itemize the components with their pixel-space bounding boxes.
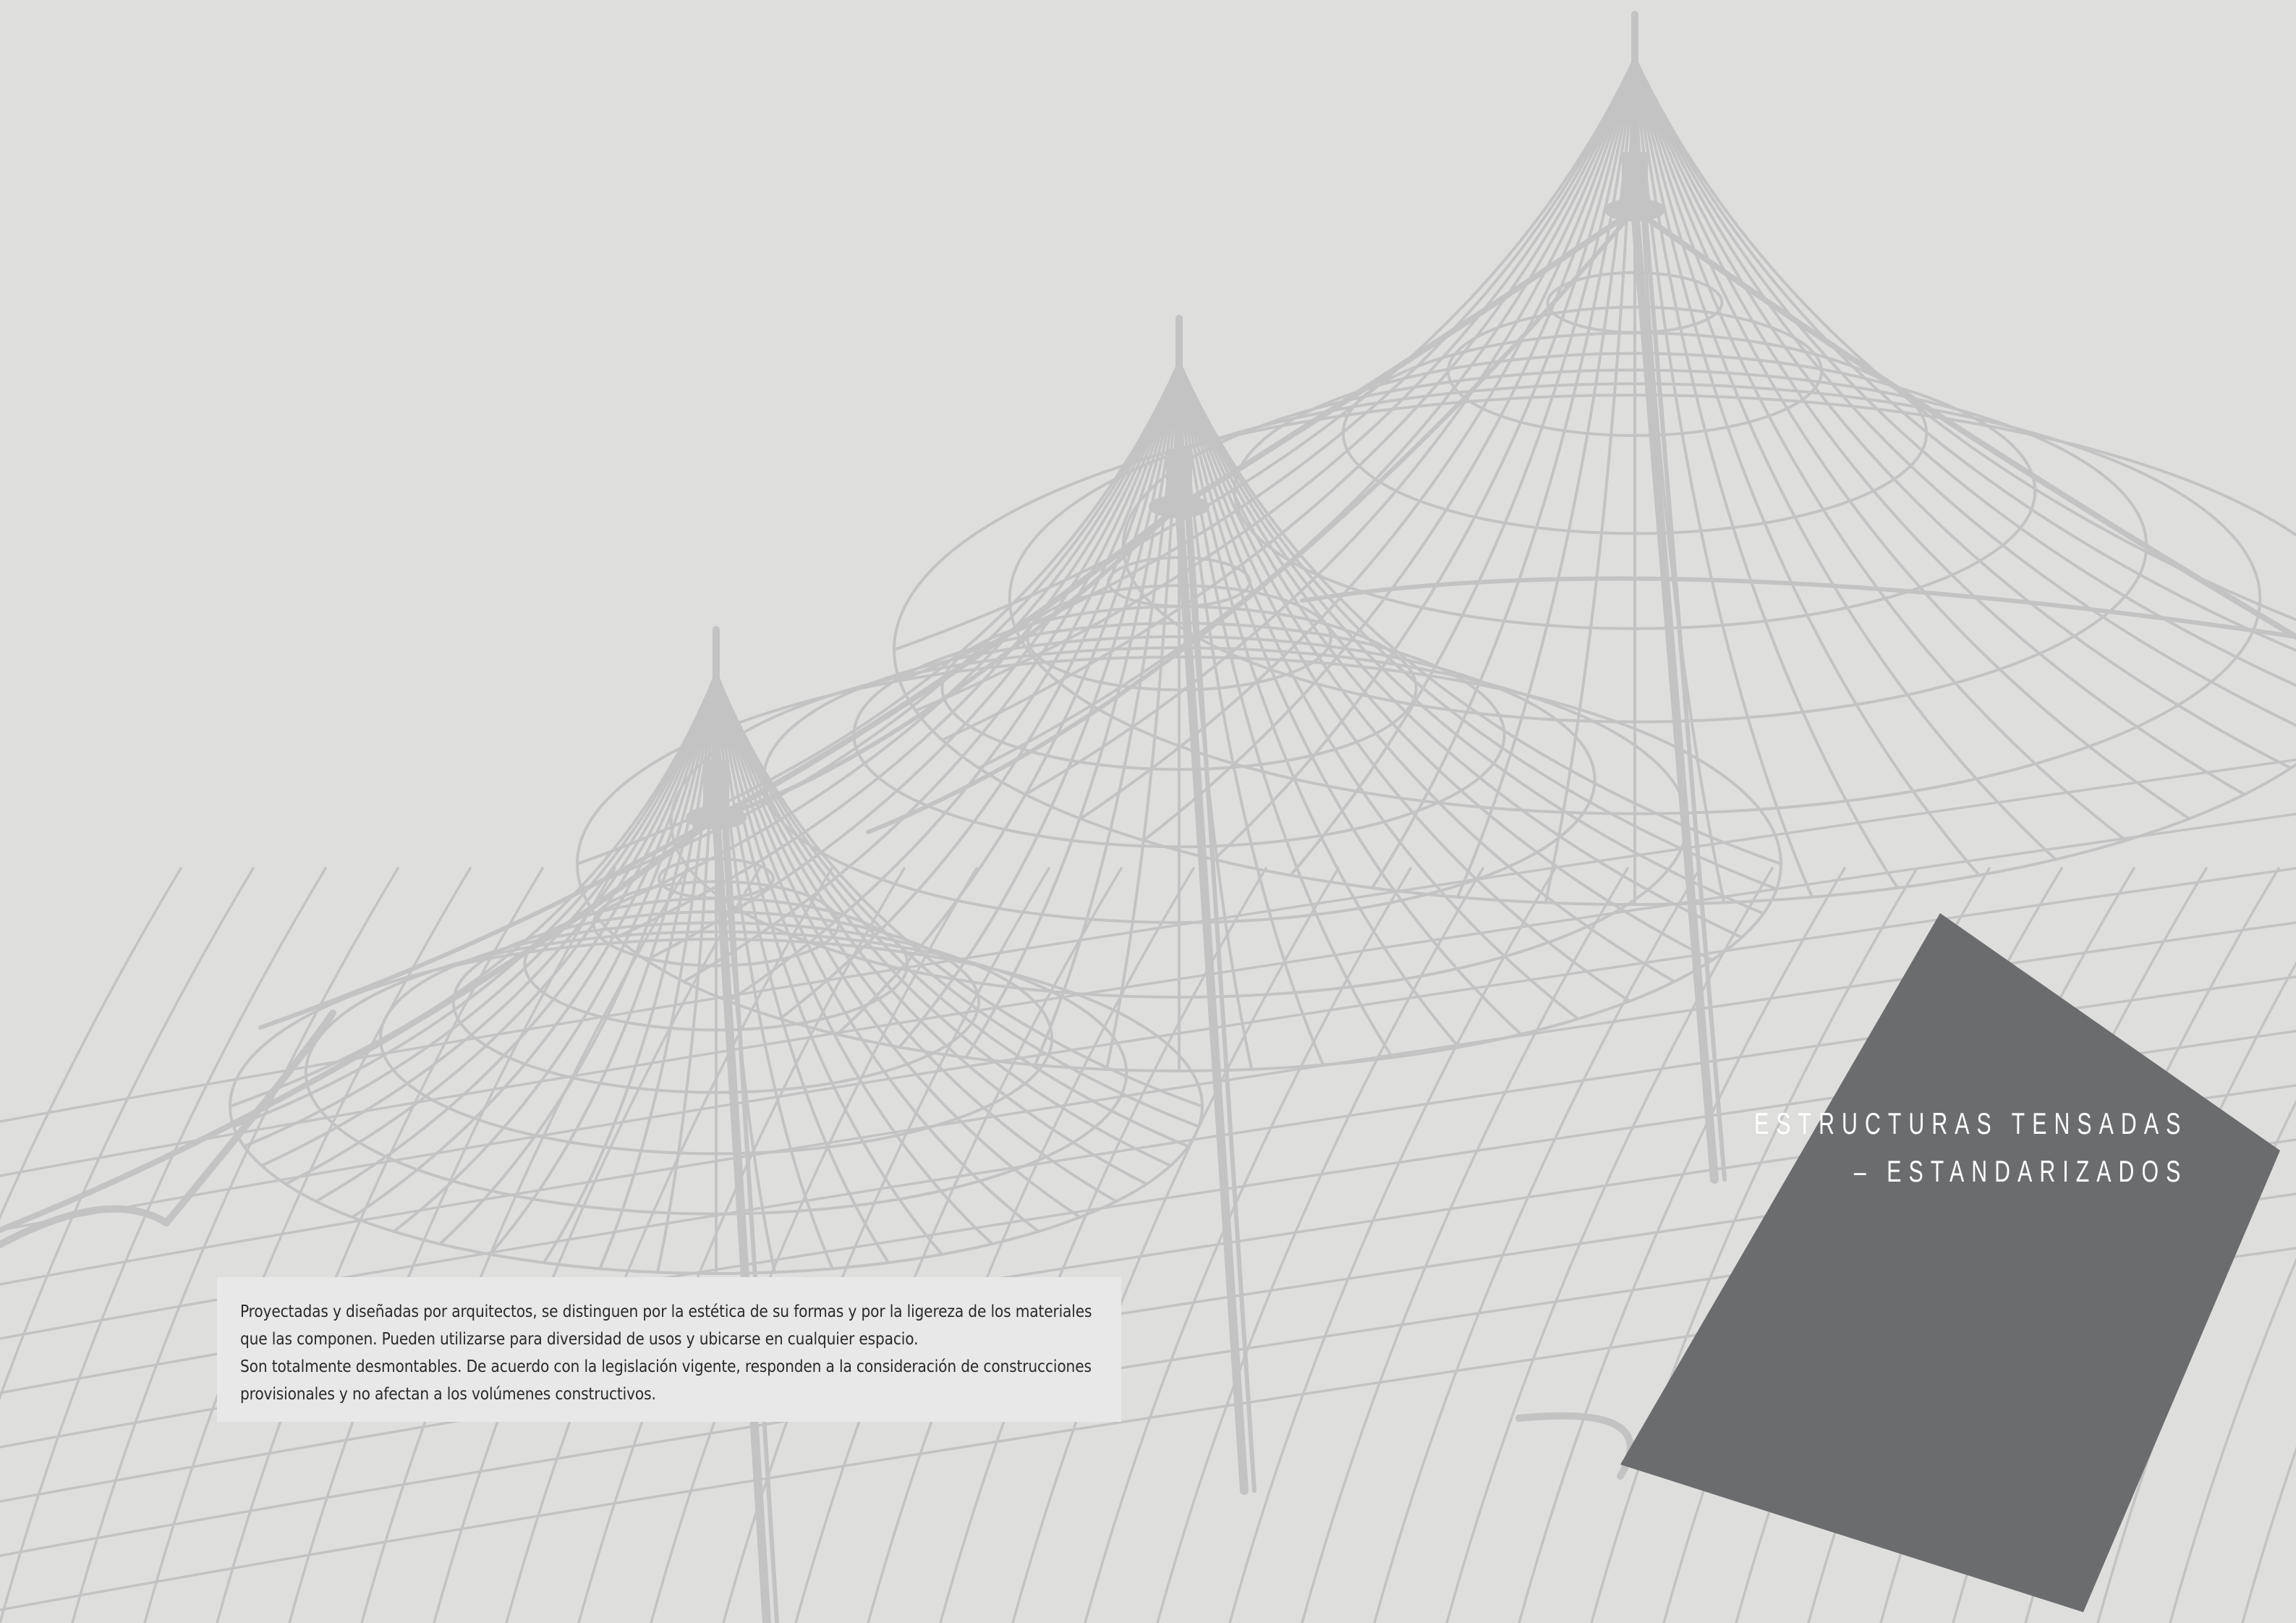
title-panel [1620,913,2280,1612]
title-line-1: ESTRUCTURAS TENSADAS [1753,1106,2187,1140]
description-paragraph-2: Son totalmente desmontables. De acuerdo … [240,1356,1092,1404]
description-box: Proyectadas y diseñadas por arquitectos,… [217,1277,1121,1422]
section-title: ESTRUCTURAS TENSADAS – ESTANDARIZADOS [1754,1100,2187,1195]
title-line-2: – ESTANDARIZADOS [1853,1154,2187,1188]
description-paragraph-1: Proyectadas y diseñadas por arquitectos,… [240,1301,1092,1349]
